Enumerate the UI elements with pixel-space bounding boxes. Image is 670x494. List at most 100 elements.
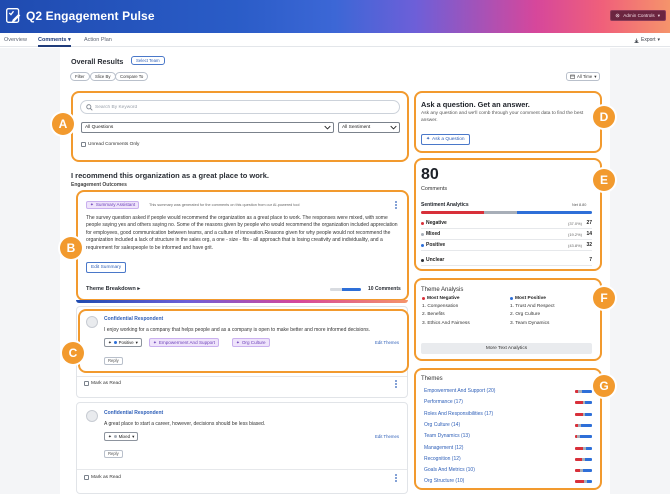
positive-theme-item: 3. Team Dynamics (510, 320, 550, 326)
most-positive-label: Most Positive (515, 296, 546, 301)
positive-theme-item: 2. Org Culture (510, 312, 541, 318)
caret-down-icon: ▾ (132, 434, 135, 439)
theme-count: (14) (451, 421, 461, 428)
caret-right-icon: ▸ (137, 286, 141, 292)
slice-by-button[interactable]: Slice By (90, 72, 116, 81)
theme-bar-segment (581, 457, 586, 461)
sentiment-select[interactable]: ✦ Mixed ▾ (104, 432, 139, 441)
survey-logo-icon (6, 8, 21, 23)
theme-link[interactable]: Roles And Responsibilities (17) (424, 411, 493, 417)
theme-link[interactable]: Empowerment And Support (20) (424, 388, 495, 394)
chevron-down-icon (324, 125, 331, 130)
theme-bar-segment (576, 435, 581, 439)
theme-link[interactable]: Goals And Metrics (10) (424, 467, 475, 473)
select-team-button[interactable]: Select Team (131, 56, 165, 65)
ask-question-button[interactable]: ✦ Ask a Question (421, 134, 470, 145)
theme-sentiment-bar (575, 401, 592, 405)
most-negative-list: Most Negative 1. Compensation 2. Benefit… (422, 296, 470, 329)
comment-card (76, 306, 408, 398)
mark-read-checkbox[interactable] (84, 381, 89, 386)
theme-bar-segment (581, 390, 592, 393)
reply-button[interactable]: Reply (104, 357, 123, 365)
unread-only-checkbox[interactable] (81, 142, 86, 147)
theme-sentiment-bar (575, 457, 592, 461)
theme-bar-segment (585, 412, 592, 416)
sentiment-select[interactable]: ✦ Positive ▾ (104, 338, 142, 347)
theme-row[interactable]: Roles And Responsibilities (17) (424, 411, 592, 421)
theme-link[interactable]: Org Structure (10) (424, 478, 464, 484)
divider (421, 228, 592, 229)
admin-controls-button[interactable]: Admin Controls ▾ (610, 10, 666, 21)
theme-tag[interactable]: ✦ Org Culture (232, 338, 270, 347)
theme-row[interactable]: Org Culture (14) (424, 422, 592, 432)
theme-row[interactable]: Performance (17) (424, 399, 592, 409)
filter-button[interactable]: Filter (70, 72, 90, 81)
sentiment-percent: (37.0%) (567, 221, 582, 226)
themes-title: Themes (421, 376, 443, 382)
most-negative-heading: Most Negative (422, 296, 470, 301)
sentiment-dot-icon (421, 233, 424, 236)
theme-label: Management (424, 444, 454, 451)
theme-link[interactable]: Org Culture (14) (424, 422, 460, 428)
sparkle-icon: ✦ (236, 340, 240, 345)
time-range-select[interactable]: All Time ▾ (566, 72, 601, 81)
export-button[interactable]: Export ▾ (634, 33, 660, 47)
most-negative-label: Most Negative (427, 296, 460, 301)
total-comments: 80 (421, 166, 439, 183)
sentiment-row: Mixed (19.2%) 14 (421, 231, 592, 240)
tab-overview[interactable]: Overview (4, 37, 27, 43)
callout-badge-a: A (52, 113, 74, 135)
edit-summary-button[interactable]: Edit Summary (86, 262, 127, 273)
reply-button[interactable]: Reply (104, 450, 123, 458)
tab-bar: Overview Comments ▾ Action Plan Export ▾ (0, 33, 670, 47)
question-filter-select[interactable]: All Questions (81, 122, 334, 133)
avatar (86, 316, 98, 328)
theme-row[interactable]: Team Dynamics (13) (424, 433, 592, 443)
more-options-icon[interactable] (395, 474, 397, 482)
theme-tag[interactable]: ✦ Empowerment And Support (149, 338, 220, 347)
theme-row[interactable]: Goals And Metrics (10) (424, 467, 592, 477)
summary-assistant-tag: ✦ Summary Assistant (86, 201, 140, 209)
negative-theme-item: 1. Compensation (422, 304, 459, 309)
theme-link[interactable]: Recognition (12) (424, 456, 461, 462)
divider (421, 239, 592, 240)
theme-breakdown-toggle[interactable]: Theme Breakdown ▸ (86, 286, 140, 292)
sentiment-dot-icon (421, 244, 424, 247)
callout-f-frame (414, 278, 602, 361)
theme-bar-segment (582, 401, 586, 405)
callout-g-frame (414, 368, 602, 490)
theme-count: (10) (455, 478, 465, 485)
theme-tag-label: Empowerment And Support (158, 340, 216, 345)
comment-card (76, 402, 408, 494)
more-options-icon[interactable] (395, 201, 397, 209)
sentiment-percent: (43.8%) (567, 243, 582, 248)
edit-themes-link[interactable]: Edit Themes (375, 340, 400, 345)
more-text-analytics-button[interactable]: More Text Analytics (421, 343, 592, 354)
sentiment-row: Negative (37.0%) 27 (421, 220, 592, 229)
sentiment-bar-segment (421, 211, 485, 214)
theme-row[interactable]: Management (12) (424, 445, 592, 455)
edit-themes-link[interactable]: Edit Themes (375, 434, 400, 439)
net-score: Net 8.80 (572, 203, 587, 207)
negative-theme-item: 3. Ethics And Fairness (422, 320, 470, 326)
search-input[interactable] (95, 102, 385, 113)
theme-link[interactable]: Management (12) (424, 445, 463, 451)
theme-link[interactable]: Performance (17) (424, 399, 463, 405)
tab-action-plan[interactable]: Action Plan (84, 37, 112, 43)
search-box[interactable] (80, 100, 400, 114)
theme-row[interactable]: Recognition (12) (424, 456, 592, 466)
mark-read-checkbox[interactable] (84, 475, 89, 480)
time-range-label: All Time (577, 74, 593, 79)
tab-comments[interactable]: Comments ▾ (38, 33, 71, 47)
theme-count: (10) (465, 467, 475, 474)
theme-label: Org Culture (424, 421, 450, 428)
compare-to-button[interactable]: Compare To (115, 72, 149, 81)
more-options-icon[interactable] (395, 380, 397, 388)
theme-bar-segment (575, 435, 577, 439)
theme-bar-segment (586, 446, 592, 450)
theme-row[interactable]: Empowerment And Support (20) (424, 388, 592, 398)
negative-theme-item: 2. Benefits (422, 312, 445, 318)
sentiment-filter-select[interactable]: All Sentiment (338, 122, 400, 133)
theme-row[interactable]: Org Structure (10) (424, 478, 592, 488)
theme-link[interactable]: Team Dynamics (13) (424, 433, 470, 439)
